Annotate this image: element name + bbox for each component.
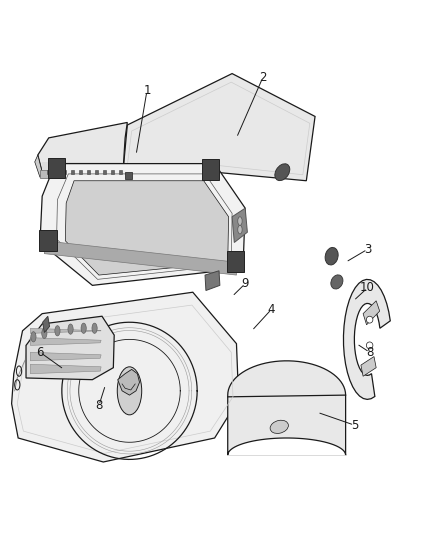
Polygon shape: [42, 162, 122, 171]
Ellipse shape: [366, 316, 373, 323]
Ellipse shape: [325, 247, 338, 265]
Circle shape: [81, 323, 86, 333]
Polygon shape: [12, 292, 239, 462]
Text: 3: 3: [364, 243, 371, 256]
Polygon shape: [71, 169, 74, 174]
Polygon shape: [78, 169, 82, 174]
Polygon shape: [95, 169, 98, 174]
Polygon shape: [30, 338, 101, 345]
Polygon shape: [205, 271, 220, 290]
Polygon shape: [40, 169, 125, 178]
Polygon shape: [30, 328, 101, 333]
Text: 9: 9: [241, 277, 249, 290]
Text: 5: 5: [351, 418, 358, 432]
Circle shape: [42, 328, 47, 338]
Polygon shape: [63, 169, 66, 174]
Polygon shape: [30, 352, 101, 361]
FancyBboxPatch shape: [48, 158, 65, 178]
Polygon shape: [40, 164, 245, 285]
FancyBboxPatch shape: [201, 159, 219, 180]
Polygon shape: [44, 241, 237, 275]
Circle shape: [31, 332, 36, 342]
Polygon shape: [118, 369, 140, 395]
Circle shape: [55, 326, 60, 336]
Text: 10: 10: [360, 281, 375, 294]
Circle shape: [117, 367, 142, 415]
Polygon shape: [110, 169, 114, 174]
Polygon shape: [232, 208, 247, 243]
Polygon shape: [35, 155, 42, 177]
Circle shape: [238, 225, 242, 234]
Ellipse shape: [331, 275, 343, 289]
Text: 6: 6: [36, 346, 44, 359]
Text: 4: 4: [268, 303, 275, 316]
Polygon shape: [228, 361, 346, 455]
Text: 2: 2: [259, 71, 266, 84]
Polygon shape: [65, 181, 229, 275]
FancyBboxPatch shape: [227, 251, 244, 272]
FancyBboxPatch shape: [39, 230, 57, 251]
Text: 8: 8: [95, 399, 102, 412]
Polygon shape: [30, 364, 101, 374]
Circle shape: [68, 324, 73, 334]
Polygon shape: [123, 74, 315, 181]
Polygon shape: [102, 169, 106, 174]
Polygon shape: [363, 301, 380, 325]
Ellipse shape: [270, 420, 288, 433]
Text: 8: 8: [366, 346, 373, 359]
Ellipse shape: [275, 164, 290, 181]
Circle shape: [238, 217, 242, 225]
Polygon shape: [87, 169, 90, 174]
Polygon shape: [55, 169, 58, 174]
Polygon shape: [343, 279, 390, 399]
Circle shape: [92, 323, 97, 333]
Text: 1: 1: [143, 84, 151, 97]
Polygon shape: [38, 123, 127, 172]
Polygon shape: [26, 316, 114, 379]
Ellipse shape: [366, 342, 373, 349]
Polygon shape: [46, 169, 50, 174]
Polygon shape: [42, 316, 49, 333]
Polygon shape: [125, 172, 132, 179]
Polygon shape: [119, 169, 122, 174]
Polygon shape: [361, 357, 376, 376]
